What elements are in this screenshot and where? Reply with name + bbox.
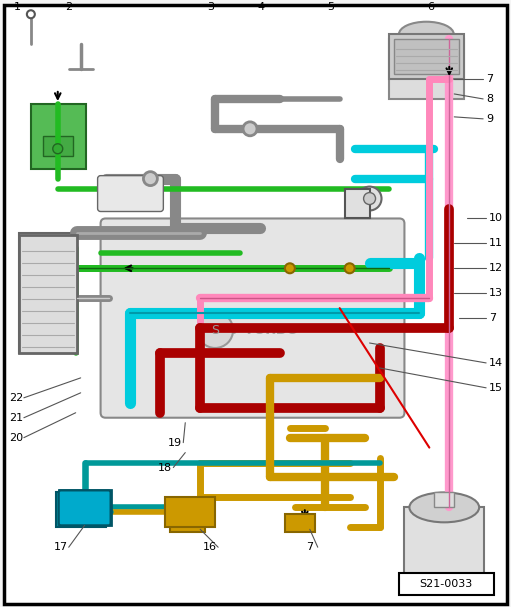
Text: S: S [211,324,219,336]
Text: 19: 19 [168,438,182,447]
Text: 16: 16 [203,542,217,552]
Text: 21: 21 [9,413,23,422]
Bar [19,236,77,353]
Bar [59,490,110,525]
Bar [19,234,74,353]
Text: 12: 12 [489,263,503,273]
Text: 5: 5 [327,2,334,12]
Bar [56,492,106,527]
Text: S21-0033: S21-0033 [420,579,473,589]
Circle shape [144,172,157,186]
Ellipse shape [399,22,454,47]
Text: 6: 6 [427,2,434,12]
Bar [43,136,73,156]
Circle shape [53,144,63,154]
Text: 18: 18 [158,463,172,472]
Text: 9: 9 [486,114,493,124]
Text: 22: 22 [9,393,23,403]
Text: 4: 4 [258,2,265,12]
Circle shape [285,263,295,273]
Text: 7: 7 [306,542,313,552]
Ellipse shape [409,492,479,522]
Bar [170,514,205,532]
Text: 15: 15 [489,383,503,393]
Bar [394,39,459,74]
Bar [389,39,464,99]
Bar [404,507,484,577]
FancyBboxPatch shape [98,175,164,211]
Circle shape [27,10,35,18]
Text: 17: 17 [54,542,68,552]
Text: 10: 10 [489,214,503,223]
Circle shape [344,263,355,273]
Bar [285,514,315,532]
Bar [31,104,86,169]
Text: 20: 20 [9,433,23,443]
Bar [344,189,369,219]
Circle shape [358,186,382,211]
Text: 11: 11 [489,239,503,248]
Text: 8: 8 [486,94,493,104]
Text: 2: 2 [65,2,72,12]
Bar [166,497,215,527]
FancyBboxPatch shape [59,490,110,525]
FancyBboxPatch shape [101,219,404,418]
Bar [434,492,454,507]
Circle shape [364,192,376,205]
Circle shape [243,122,257,136]
Text: 1: 1 [13,2,20,12]
Bar [389,34,464,79]
Text: 7: 7 [489,313,496,323]
Text: 14: 14 [489,358,503,368]
Text: 13: 13 [489,288,503,298]
Text: 20V·TURBO: 20V·TURBO [211,323,299,337]
Bar [400,573,494,595]
Text: 3: 3 [207,2,215,12]
Circle shape [197,312,233,348]
Text: 7: 7 [486,74,493,84]
